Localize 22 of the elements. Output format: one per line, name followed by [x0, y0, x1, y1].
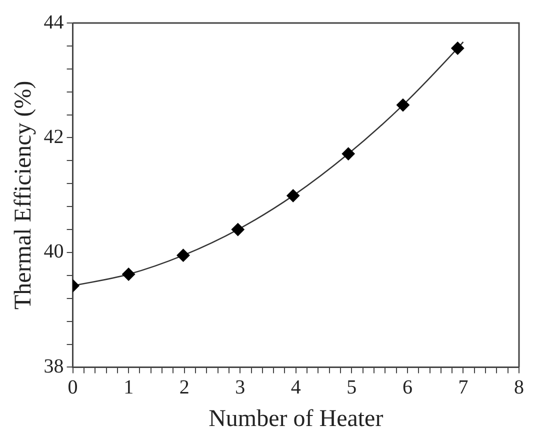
x-axis-title: Number of Heater — [208, 406, 384, 432]
y-tick-label: 40 — [44, 240, 64, 263]
x-tick-label: 0 — [68, 376, 78, 398]
x-tick-label: 7 — [458, 376, 468, 398]
point — [176, 248, 190, 262]
x-tick-label: 3 — [235, 376, 246, 398]
point — [231, 223, 244, 236]
point — [122, 268, 136, 281]
x-tick-label: 2 — [179, 376, 190, 398]
x-tick-label: 8 — [514, 376, 524, 398]
x-tick-label: 5 — [346, 376, 357, 398]
x-tick-label: 6 — [402, 376, 412, 398]
y-axis-title: Thermal Efficiency (%) — [10, 80, 37, 310]
y-tick-label: 42 — [44, 126, 64, 148]
x-tick-label: 4 — [290, 376, 301, 398]
x-tick-label: 1 — [124, 376, 134, 398]
point — [451, 42, 464, 55]
point — [396, 98, 410, 112]
point — [342, 147, 355, 160]
y-tick-label: 44 — [44, 11, 64, 34]
point — [286, 189, 300, 202]
y-tick-label: 38 — [44, 355, 64, 378]
